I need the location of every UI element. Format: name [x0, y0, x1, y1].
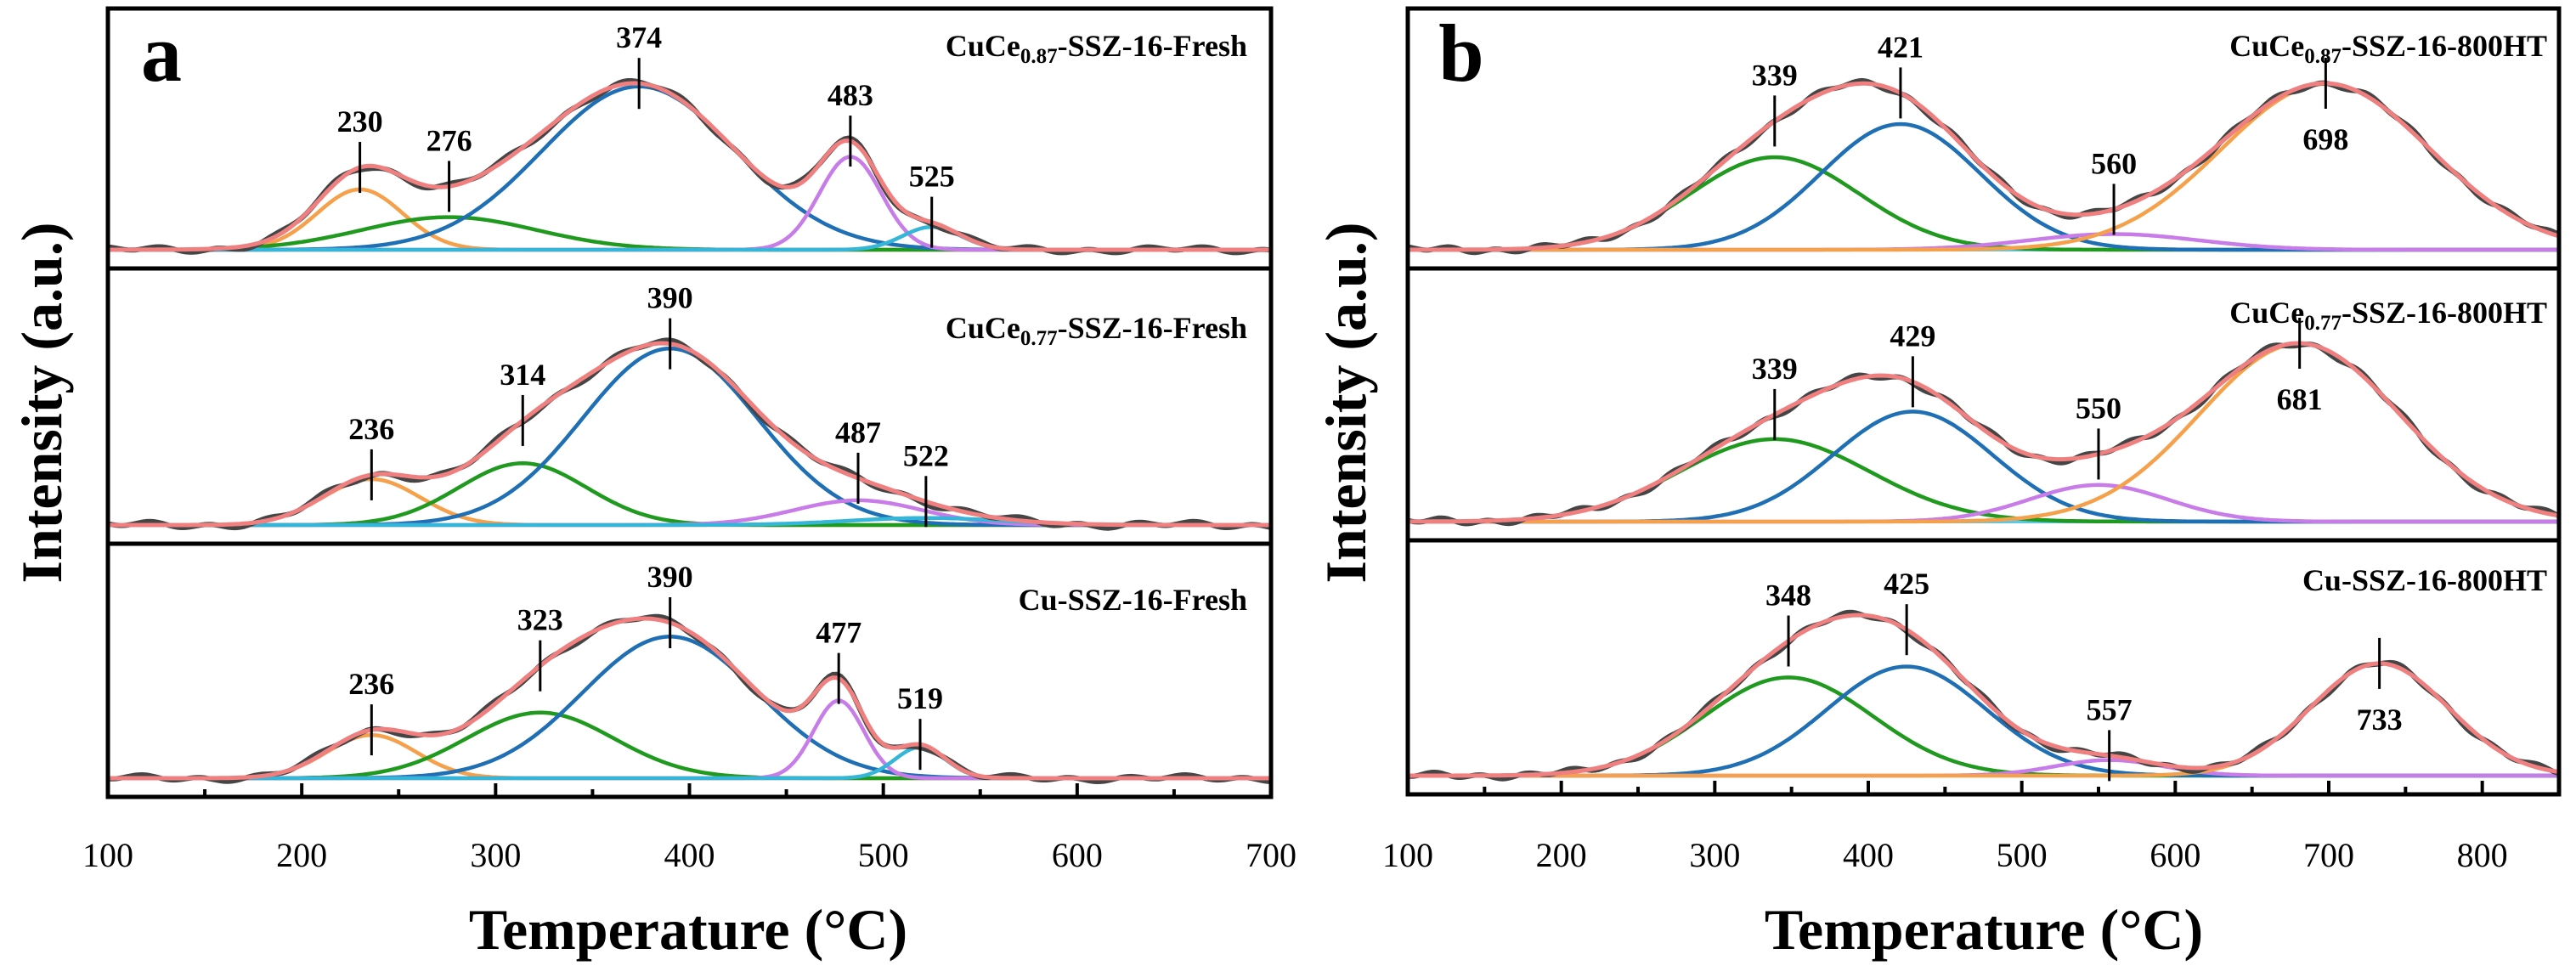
peak-label-b-0-560: 560: [2091, 146, 2137, 180]
component-peak-a-2-477: [108, 698, 1271, 781]
component-peak-a-2-323: [108, 710, 1271, 781]
y-axis-label-a: Intensity (a.u.): [9, 222, 74, 583]
peak-label-a-2-477: 477: [816, 616, 861, 650]
peak-label-a-0-276: 276: [427, 123, 472, 157]
peak-label-b-2-425: 425: [1884, 567, 1929, 601]
x-tick-label-b-800: 800: [2457, 836, 2508, 874]
raw-data-line-b-2: [1407, 609, 2560, 782]
x-tick-label-b-300: 300: [1689, 836, 1740, 874]
sample-label-base: CuCe: [2229, 296, 2304, 330]
sample-label-subscript: 0.87: [2304, 45, 2342, 68]
sample-label-suffix: -SSZ-16-800HT: [2342, 296, 2547, 330]
sample-label-a-2: Cu-SSZ-16-Fresh: [1019, 583, 1247, 617]
x-tick-label-b-600: 600: [2149, 836, 2200, 874]
peak-label-a-2-390: 390: [647, 560, 693, 594]
peak-label-a-1-522: 522: [903, 438, 949, 472]
x-axis-label-a: Temperature (°C): [469, 897, 907, 962]
fitted-envelope-line-a-1: [108, 341, 1271, 528]
sample-label-base: CuCe: [2229, 29, 2304, 63]
sample-label-subscript: 0.77: [2304, 312, 2342, 335]
peak-label-a-1-390: 390: [647, 281, 693, 315]
peak-label-b-0-421: 421: [1878, 30, 1924, 64]
component-peak-a-0-374: [108, 84, 1271, 252]
peak-label-b-2-348: 348: [1765, 579, 1811, 613]
sample-label-subscript: 0.77: [1020, 327, 1058, 350]
x-tick-label-a-400: 400: [664, 836, 715, 874]
x-tick-label-a-600: 600: [1052, 836, 1103, 874]
x-tick-label-b-700: 700: [2303, 836, 2354, 874]
fitted-envelope-line-a-2: [108, 616, 1271, 781]
peak-label-b-2-733: 733: [2357, 703, 2403, 737]
peak-label-b-2-557: 557: [2087, 692, 2133, 726]
x-tick-label-b-200: 200: [1536, 836, 1587, 874]
x-tick-label-b-500: 500: [1997, 836, 2048, 874]
peak-label-b-1-681: 681: [2277, 382, 2323, 416]
peak-label-b-1-429: 429: [1890, 319, 1935, 353]
fitted-envelope-line-b-2: [1408, 613, 2560, 778]
peak-label-a-2-519: 519: [897, 681, 943, 715]
component-peak-a-0-230: [108, 187, 1271, 252]
x-tick-label-a-300: 300: [470, 836, 521, 874]
peak-label-a-2-323: 323: [517, 603, 563, 637]
x-axis-label-b: Temperature (°C): [1765, 897, 2203, 962]
raw-data-line-a-1: [107, 337, 1272, 531]
x-tick-label-a-700: 700: [1246, 836, 1296, 874]
sample-label-b-2: Cu-SSZ-16-800HT: [2302, 563, 2547, 597]
component-peak-b-0-421: [1408, 121, 2559, 252]
fitted-envelope-line-a-0: [108, 81, 1271, 252]
sample-label-a-0: CuCe0.87-SSZ-16-Fresh: [946, 29, 1247, 68]
peak-label-b-0-698: 698: [2302, 122, 2348, 156]
component-peak-a-0-483: [108, 155, 1271, 252]
panel-frame-a: [105, 6, 1274, 799]
sample-label-suffix: -SSZ-16-Fresh: [1058, 29, 1247, 63]
peak-label-a-0-230: 230: [337, 104, 383, 138]
sample-label-base: CuCe: [946, 29, 1020, 63]
component-peak-a-1-390: [108, 346, 1271, 528]
sample-label-b-1: CuCe0.77-SSZ-16-800HT: [2229, 296, 2547, 335]
component-peak-b-1-681: [1408, 342, 2560, 524]
component-peak-b-1-550: [1408, 483, 2559, 524]
sample-label-b-0: CuCe0.87-SSZ-16-800HT: [2229, 29, 2547, 68]
fitted-envelope-line-b-0: [1408, 81, 2560, 252]
peak-label-a-2-236: 236: [348, 667, 394, 701]
sample-label-base: Cu-SSZ-16-800HT: [2302, 563, 2547, 597]
peak-label-a-0-483: 483: [828, 78, 873, 112]
peak-label-a-0-374: 374: [616, 20, 662, 54]
peak-label-a-1-487: 487: [835, 415, 881, 449]
x-tick-label-b-100: 100: [1382, 836, 1433, 874]
peak-label-a-0-525: 525: [909, 160, 955, 194]
x-tick-label-b-400: 400: [1843, 836, 1894, 874]
x-tick-label-a-500: 500: [858, 836, 909, 874]
component-peak-b-0-339: [1408, 155, 2559, 252]
panel-letter-b: b: [1438, 8, 1483, 99]
panel-frame-b: [1405, 6, 2562, 797]
sample-label-base: Cu-SSZ-16-Fresh: [1019, 583, 1247, 617]
sample-label-suffix: -SSZ-16-Fresh: [1058, 311, 1247, 345]
panel-letter-a: a: [141, 8, 182, 99]
sample-label-a-1: CuCe0.77-SSZ-16-Fresh: [946, 311, 1247, 350]
peak-label-b-0-339: 339: [1752, 58, 1798, 92]
sample-label-suffix: -SSZ-16-800HT: [2342, 29, 2547, 63]
peak-label-b-1-339: 339: [1752, 352, 1798, 386]
peak-label-a-1-314: 314: [500, 358, 545, 392]
x-tick-label-a-200: 200: [276, 836, 327, 874]
sample-label-base: CuCe: [946, 311, 1020, 345]
component-peak-a-2-390: [108, 635, 1271, 781]
raw-data-line-b-1: [1407, 342, 2561, 527]
sample-label-subscript: 0.87: [1020, 45, 1058, 68]
peak-label-b-1-550: 550: [2076, 391, 2121, 425]
peak-label-a-1-236: 236: [348, 412, 394, 446]
x-tick-label-a-100: 100: [82, 836, 133, 874]
fitted-envelope-line-b-1: [1408, 341, 2560, 524]
y-axis-label-b: Intensity (a.u.): [1313, 222, 1378, 583]
